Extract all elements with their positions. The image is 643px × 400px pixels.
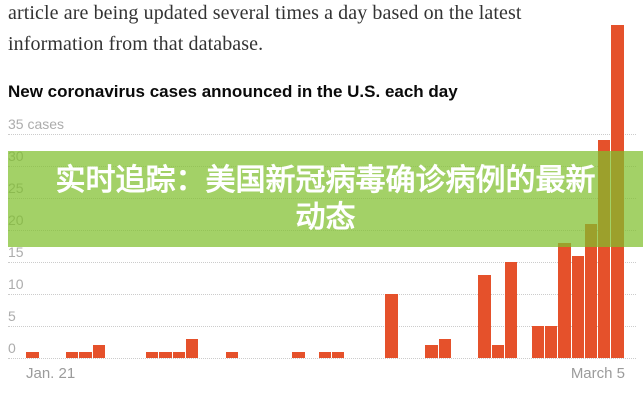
bar xyxy=(571,255,584,358)
article-paragraph-line1: article are being updated several times … xyxy=(8,2,522,24)
gridline xyxy=(8,357,636,359)
x-axis-label-start: Jan. 21 xyxy=(26,365,76,382)
bar xyxy=(292,351,305,358)
bar xyxy=(425,345,438,358)
overlay-headline-line2: 动态 xyxy=(295,200,356,235)
overlay-headline-banner: 实时追踪：美国新冠病毒确诊病例的最新 动态 xyxy=(8,151,643,247)
bar xyxy=(159,351,172,358)
bar xyxy=(66,351,79,358)
gridline xyxy=(8,261,636,263)
article-paragraph-line2: information from that database. xyxy=(8,33,264,55)
bar xyxy=(491,345,505,358)
bar xyxy=(544,326,558,358)
bar xyxy=(318,351,332,358)
bar xyxy=(26,351,39,358)
article-paragraph: article are being updated several times … xyxy=(8,0,628,60)
bar xyxy=(478,274,491,358)
gridline xyxy=(8,293,636,295)
y-axis-label: 15 xyxy=(8,243,24,260)
bar xyxy=(92,345,106,358)
gridline xyxy=(8,133,636,135)
bar xyxy=(332,351,345,358)
x-axis-label-end: March 5 xyxy=(570,365,625,382)
y-axis-label: 5 xyxy=(8,307,16,324)
bar xyxy=(185,338,199,358)
bar xyxy=(79,351,92,358)
y-axis-label: 35 cases xyxy=(8,115,65,132)
bar xyxy=(145,351,159,358)
chart-title: New coronavirus cases announced in the U… xyxy=(8,82,458,101)
bar xyxy=(225,351,239,358)
gridline xyxy=(8,325,636,327)
bar xyxy=(558,242,571,358)
overlay-headline-line1: 实时追踪：美国新冠病毒确诊病例的最新 xyxy=(55,163,596,198)
bar xyxy=(531,326,544,358)
bar xyxy=(172,351,185,358)
bar xyxy=(385,294,398,358)
bar xyxy=(584,223,598,358)
y-axis-label: 0 xyxy=(8,339,16,356)
bar xyxy=(505,262,518,358)
y-axis-label: 10 xyxy=(8,275,24,292)
bar xyxy=(438,338,451,358)
